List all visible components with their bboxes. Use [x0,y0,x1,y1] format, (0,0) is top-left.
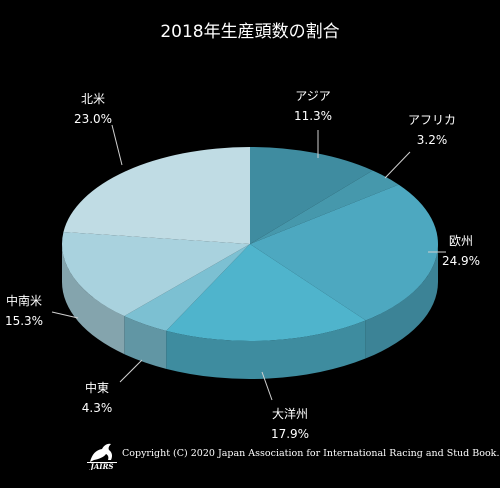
svg-text:JAIRS: JAIRS [89,462,114,470]
side-欧州 [365,244,438,359]
pie-sides [62,244,438,379]
side-大洋州 [166,320,366,379]
slice-アジア [250,147,373,244]
slice-中東 [124,244,250,331]
copyright-text: Copyright (C) 2020 Japan Association for… [122,448,500,459]
label-大洋州: 大洋州 [272,406,308,421]
slice-欧州 [250,184,438,321]
value-欧州: 24.9% [442,254,480,268]
slice-中南米 [62,231,250,317]
value-大洋州: 17.9% [271,427,309,441]
slice-アフリカ [250,170,399,244]
leader-北米 [111,124,123,166]
jairs-logo: JAIRS [87,443,117,470]
value-北米: 23.0% [74,112,112,126]
label-アジア: アジア [295,89,331,103]
slice-labels: アジア 11.3% アフリカ 3.2% 欧州 24.9% 大洋州 17.9% 中東 4.3% 中南米… [5,89,480,441]
side-中南米 [62,244,125,355]
leader-アフリカ [384,151,411,179]
leader-lines [51,124,446,401]
leader-中東 [119,359,143,383]
label-中東: 中東 [85,380,109,395]
value-アフリカ: 3.2% [417,133,448,147]
chart-title: 2018年生産頭数の割合 [160,22,339,42]
label-中南米: 中南米 [6,293,42,308]
leader-大洋州 [261,371,273,401]
side-中東 [124,316,167,369]
label-アフリカ: アフリカ [408,113,456,127]
label-欧州: 欧州 [449,234,473,248]
value-中南米: 15.3% [5,314,43,328]
slice-北米 [63,147,250,244]
value-アジア: 11.3% [294,109,332,123]
leader-中南米 [51,311,79,319]
pie-tops [62,147,438,341]
label-北米: 北米 [81,92,105,106]
value-中東: 4.3% [82,401,113,415]
slice-大洋州 [166,244,366,341]
